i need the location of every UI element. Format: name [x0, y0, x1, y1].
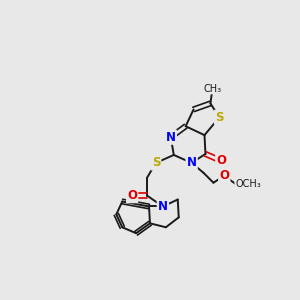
Text: N: N [166, 130, 176, 144]
Text: S: S [215, 111, 224, 124]
Text: N: N [187, 156, 196, 170]
Text: CH₃: CH₃ [203, 84, 221, 94]
Text: O: O [219, 169, 229, 182]
Text: S: S [152, 156, 160, 170]
Text: O: O [216, 154, 226, 167]
Text: OCH₃: OCH₃ [235, 179, 261, 189]
Text: O: O [127, 189, 137, 202]
Text: N: N [158, 200, 168, 213]
